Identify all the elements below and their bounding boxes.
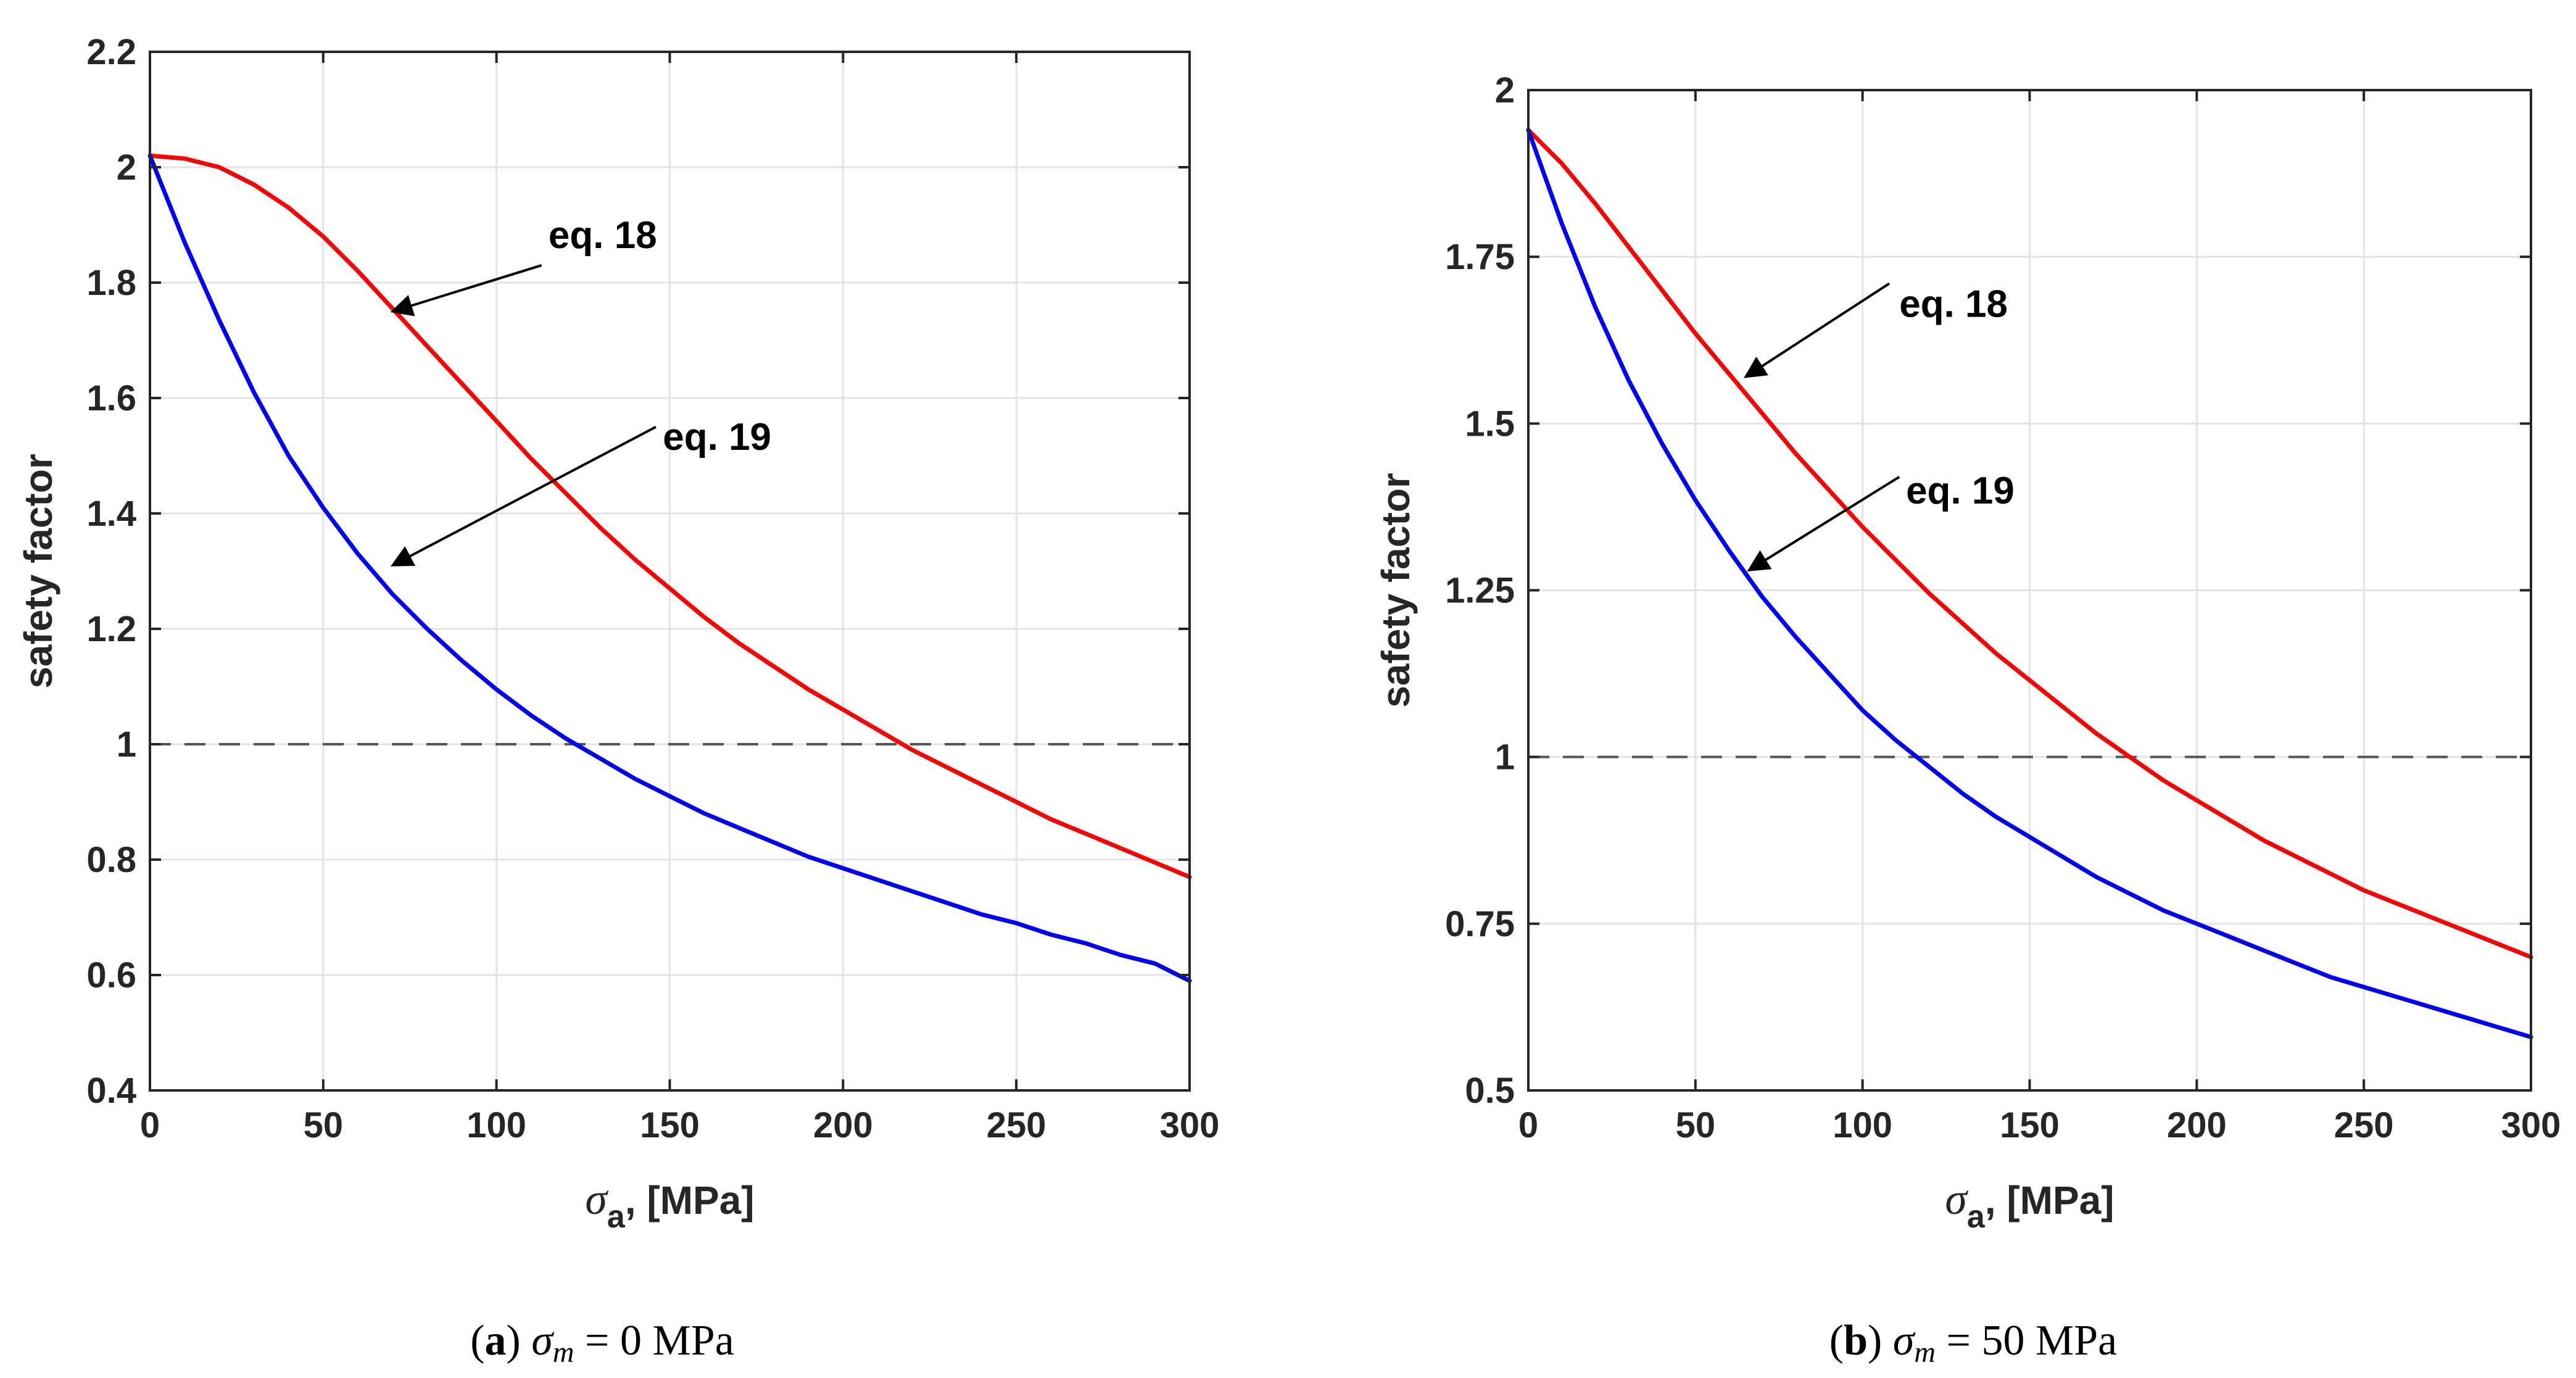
panel-a-series-line-eq19	[147, 153, 1192, 983]
panel-a-x-axis-label: σa, [MPa]	[585, 1174, 754, 1235]
panel-a-ytick-label: 2.2	[86, 32, 136, 72]
panel-a-ytick-label: 1.2	[86, 609, 136, 649]
panel-b-xtick-label: 200	[2167, 1105, 2227, 1145]
panel-a-ytick-label: 1.8	[86, 263, 136, 303]
panel-b-xtick-label: 250	[2334, 1105, 2394, 1145]
panel-a-xtick-label: 0	[140, 1105, 160, 1145]
panel-a-xtick-label: 50	[304, 1105, 344, 1145]
panel-a-annotation-eq19: eq. 19	[663, 416, 771, 459]
panel-a-ytick-label: 0.8	[86, 840, 136, 880]
panel-a-xtick-label: 100	[466, 1105, 526, 1145]
panel-b-ytick-label: 0.5	[1465, 1071, 1515, 1111]
panel-a-ytick-label: 0.4	[86, 1071, 136, 1111]
panel-a-ytick-label: 0.6	[86, 955, 136, 995]
panel-b-ytick-label: 1.75	[1445, 237, 1515, 277]
panel-a-xtick-label: 200	[813, 1105, 873, 1145]
panel-b-ytick-label: 1.5	[1465, 404, 1515, 444]
panel-b-xtick-label: 100	[1833, 1105, 1892, 1145]
panel-b-ytick-label: 0.75	[1445, 904, 1515, 944]
panel-b-xtick-label: 300	[2501, 1105, 2561, 1145]
panel-b-chart: 0 50 100 150 200 250 300 0.5 0.75 1 1.25 1.5 1.75 2 σa…	[1373, 70, 2561, 1369]
panel-b-y-axis-label: safety factor	[1373, 473, 1418, 708]
panel-a-grid	[149, 51, 1191, 1092]
panel-b-xtick-label: 150	[2000, 1105, 2060, 1145]
panel-b-xtick-label: 0	[1518, 1105, 1538, 1145]
panel-b-annotation-arrow	[1747, 476, 1900, 571]
panel-a-ytick-label: 1.4	[86, 494, 136, 534]
panel-a-chart: 0 50 100 150 200 250 300 0.4 0.6 0.8 1 1.2 1.4 1.6 1.8…	[16, 32, 1219, 1369]
panel-a-series-line-eq18	[147, 153, 1192, 879]
panel-a-annotation-arrow	[390, 264, 542, 317]
panel-a-ytick-label: 2	[117, 147, 136, 188]
panel-b-series-line-eq19	[1526, 128, 2533, 1039]
panel-b-grid	[1527, 89, 2532, 1092]
panel-a-y-axis-label: safety factor	[16, 454, 60, 689]
panel-b-annotation-eq18: eq. 18	[1899, 283, 2008, 325]
panel-a-xtick-label: 150	[640, 1105, 700, 1145]
panel-a-xtick-label: 300	[1160, 1105, 1220, 1145]
panel-b-xtick-label: 50	[1676, 1105, 1716, 1145]
panel-b-caption: (b) σm = 50 MPa	[1829, 1317, 2117, 1369]
panel-b-series-line-eq18	[1526, 128, 2533, 960]
panel-a-ytick-label: 1	[117, 724, 136, 765]
panel-a-annotation-arrow	[390, 425, 656, 567]
panel-a-annotation-eq18: eq. 18	[549, 214, 657, 257]
panel-a-ytick-label: 1.6	[86, 378, 136, 418]
panel-b-x-axis-label: σa, [MPa]	[1945, 1174, 2114, 1235]
panel-b-annotation-arrow	[1744, 282, 1891, 378]
panel-a-caption: (a) σm = 0 MPa	[470, 1317, 734, 1369]
panel-b-annotation-eq19: eq. 19	[1906, 470, 2015, 512]
panel-a-xtick-label: 250	[987, 1105, 1046, 1145]
panel-b-ytick-label: 1.25	[1445, 571, 1515, 611]
panel-b-ytick-label: 1	[1495, 737, 1515, 778]
panel-b-ytick-label: 2	[1495, 70, 1515, 110]
